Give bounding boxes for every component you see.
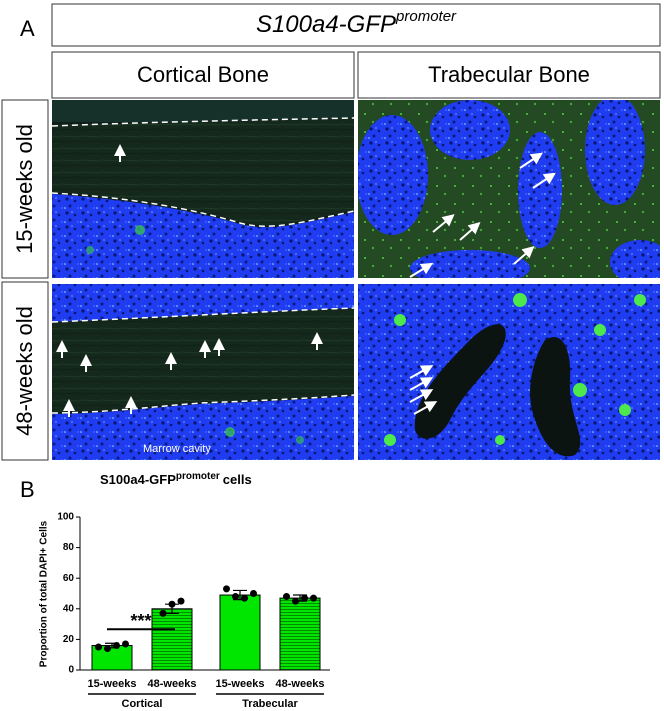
data-point	[283, 593, 290, 601]
title-text: S100a4-GFP	[256, 11, 396, 38]
data-point	[292, 597, 299, 605]
panel-label: A	[20, 16, 35, 41]
bar	[279, 597, 321, 671]
chart-title: S100a4-GFPpromoter cells	[100, 471, 252, 488]
image-annotation: Marrow cavity	[143, 443, 211, 455]
significance-label: ***	[130, 611, 151, 631]
chart-title-end: cells	[223, 472, 252, 487]
micrograph	[358, 100, 660, 278]
y-tick-label: 80	[63, 542, 75, 553]
row-box	[1, 99, 49, 279]
data-point	[113, 642, 120, 650]
micrograph	[358, 284, 660, 460]
x-tick-label: 15-weeks	[88, 678, 137, 690]
x-tick-label: 15-weeks	[216, 678, 265, 690]
micrograph	[52, 284, 354, 460]
y-tick-label: 40	[63, 603, 75, 614]
data-point	[177, 597, 185, 605]
data-point	[232, 593, 239, 601]
y-axis-label: Proportion of total DAPI+ Cells	[39, 520, 50, 667]
panel-label: B	[20, 477, 35, 502]
data-point	[250, 590, 257, 597]
chart-title-superscript: promoter	[176, 471, 220, 482]
data-point	[301, 594, 308, 602]
chart-title-text: S100a4-GFP	[100, 472, 176, 487]
data-point	[122, 640, 129, 648]
row-header: 48-weeks old	[12, 306, 37, 436]
y-tick-label: 60	[63, 573, 75, 584]
title-box	[51, 3, 661, 47]
row-box	[1, 281, 49, 461]
group-label: Cortical	[122, 698, 163, 710]
data-point	[104, 645, 111, 653]
x-tick-label: 48-weeks	[276, 678, 325, 690]
column-box	[51, 51, 355, 99]
micrograph	[52, 100, 354, 278]
bar	[219, 594, 261, 671]
bar	[151, 608, 193, 671]
y-tick-label: 100	[57, 512, 74, 523]
row-header: 15-weeks old	[12, 124, 37, 254]
data-point	[159, 609, 167, 617]
x-tick-label: 48-weeks	[148, 678, 197, 690]
title-superscript: promoter	[395, 8, 457, 25]
data-point	[95, 643, 102, 651]
figure-title: S100a4-GFPpromoter	[256, 8, 457, 38]
data-point	[310, 594, 317, 602]
column-header: Cortical Bone	[137, 62, 269, 87]
y-tick-label: 0	[68, 665, 74, 676]
column-box	[357, 51, 661, 99]
column-header: Trabecular Bone	[428, 62, 590, 87]
y-tick-label: 20	[63, 634, 75, 645]
group-label: Trabecular	[242, 698, 298, 710]
data-point	[223, 585, 230, 593]
data-point	[168, 600, 176, 608]
data-point	[241, 594, 248, 602]
